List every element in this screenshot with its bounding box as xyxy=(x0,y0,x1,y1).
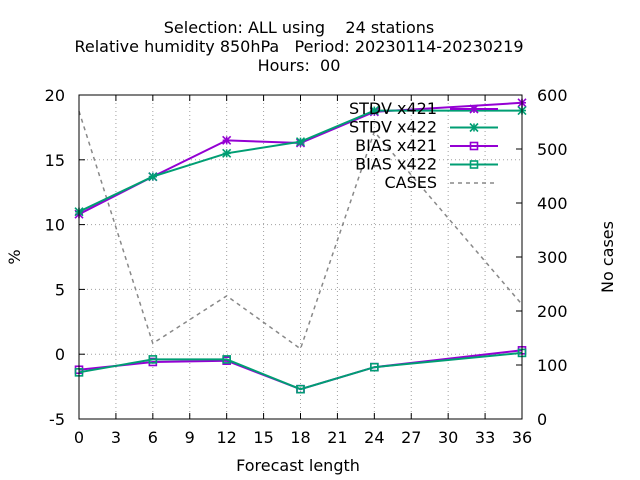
star-marker-d2 xyxy=(369,105,379,116)
y2-tick-label: 100 xyxy=(537,356,568,375)
x-tick-label: 24 xyxy=(364,428,384,447)
x-tick-label: 0 xyxy=(74,428,84,447)
x-tick-label: 33 xyxy=(475,428,495,447)
series-line xyxy=(78,351,523,391)
y-tick-label: 20 xyxy=(45,86,65,105)
legend-entry: CASES xyxy=(384,173,498,192)
y2-tick-label: 0 xyxy=(537,410,547,429)
x-tick-label: 3 xyxy=(111,428,121,447)
series-line xyxy=(78,110,523,350)
legend-entry: BIAS x421 xyxy=(355,136,498,155)
title-line-1: Selection: ALL using 24 stations xyxy=(164,18,434,37)
series-line xyxy=(78,109,522,213)
x-tick-label: 30 xyxy=(438,428,458,447)
x-tick-label: 6 xyxy=(148,428,158,447)
legend-label: STDV x421 xyxy=(349,99,437,118)
series-cases xyxy=(78,110,523,350)
star-marker-d2 xyxy=(295,137,306,147)
y2-axis-label: No cases xyxy=(598,221,617,293)
series-bias-x422 xyxy=(74,348,527,394)
x-tick-label: 12 xyxy=(216,428,236,447)
x-tick-label: 36 xyxy=(512,428,532,447)
legend-entry: STDV x422 xyxy=(349,118,498,137)
y-tick-label: 15 xyxy=(45,151,65,170)
y2-tick-label: 500 xyxy=(537,140,568,159)
y2-tick-label: 400 xyxy=(537,194,568,213)
series-stdv-x421 xyxy=(74,98,527,219)
square-marker xyxy=(222,355,231,364)
square-marker xyxy=(469,141,479,151)
title-line-3: Hours: 00 xyxy=(258,56,341,75)
series-layer xyxy=(74,98,527,394)
star-marker-d2 xyxy=(222,135,232,145)
y2-tick-label: 300 xyxy=(537,248,568,267)
title-line-2: Relative humidity 850hPa Period: 2023011… xyxy=(74,37,523,56)
axis-ticks: 0 3 6 9 12 15 18 21 24 27 30 33 36-50510152001002003… xyxy=(45,86,568,447)
legend-label: CASES xyxy=(384,173,437,192)
x-axis-label: Forecast length xyxy=(236,456,360,475)
legend-label: BIAS x422 xyxy=(355,155,437,174)
legend-entry: STDV x421 xyxy=(349,99,498,118)
star-marker-d2 xyxy=(469,104,479,114)
x-tick-label: 18 xyxy=(290,428,310,447)
y-axis-label: % xyxy=(5,249,24,264)
y2-tick-label: 200 xyxy=(537,302,568,321)
legend-label: BIAS x421 xyxy=(355,136,437,155)
y-tick-label: -5 xyxy=(49,410,65,429)
chart-title: Selection: ALL using 24 stations Relativ… xyxy=(74,18,523,75)
y-tick-label: 5 xyxy=(55,280,65,299)
legend-entry: BIAS x422 xyxy=(355,155,498,174)
y-tick-label: 10 xyxy=(45,216,65,235)
square-marker xyxy=(370,362,379,372)
legend-label: STDV x422 xyxy=(349,118,437,137)
x-tick-label: 27 xyxy=(401,428,421,447)
x-tick-label: 15 xyxy=(253,428,273,447)
star-marker-d2 xyxy=(222,148,232,158)
star-marker-d2 xyxy=(469,122,479,133)
y-tick-label: 0 xyxy=(55,345,65,364)
x-tick-label: 21 xyxy=(327,428,347,447)
y2-tick-label: 600 xyxy=(537,86,568,105)
square-marker xyxy=(469,160,479,169)
x-tick-label: 9 xyxy=(185,428,195,447)
star-marker-d2 xyxy=(148,172,158,182)
cases-layer xyxy=(78,110,523,350)
square-marker xyxy=(148,355,158,364)
square-marker xyxy=(296,384,305,394)
